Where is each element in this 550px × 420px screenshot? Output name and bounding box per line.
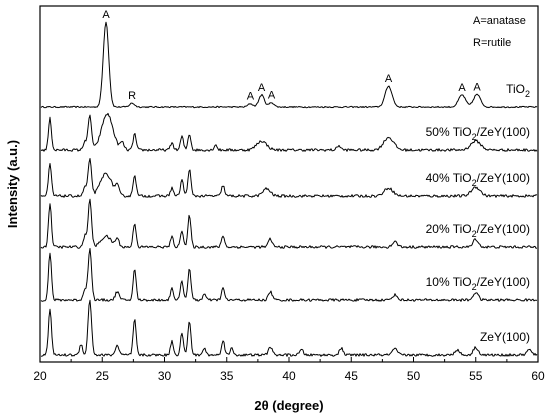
series-line-5 [40,299,538,357]
peak-label-6: A [458,82,466,94]
x-axis-title: 2θ (degree) [254,398,323,413]
x-tick-label-0: 20 [33,369,47,383]
series-labels: TiO2 50% TiO2/ZeY(100) 40% TiO2/ZeY(100) 20… [426,82,530,344]
series-label-3: 20% TiO2/ZeY(100) [426,222,530,239]
peak-label-0: A [102,9,110,21]
series-group [40,21,538,357]
series-label-2: 40% TiO2/ZeY(100) [426,171,530,188]
legend-anatase: A=anatase [473,15,526,27]
peak-label-4: A [268,90,276,102]
x-tick-label-7: 55 [469,369,483,383]
legend-box: A=anatase R=rutile [473,15,526,49]
x-tick-label-1: 25 [96,369,110,383]
x-tick-label-2: 30 [158,369,172,383]
peak-label-7: A [473,81,481,93]
peak-label-1: R [128,90,136,102]
peak-label-5: A [385,73,393,85]
y-axis-title: Intensity (a.u.) [5,140,20,228]
series-label-4: 10% TiO2/ZeY(100) [426,275,530,292]
x-tick-label-5: 45 [345,369,359,383]
peak-label-2: A [247,91,255,103]
x-tick-label-3: 35 [220,369,234,383]
legend-rutile: R=rutile [473,37,511,49]
x-axis-ticks: 20 25 30 35 40 45 50 55 60 [33,357,545,383]
series-label-0: TiO2 [506,82,530,99]
series-line-0 [40,21,538,109]
series-label-1: 50% TiO2/ZeY(100) [426,125,530,142]
series-line-2 [40,158,538,198]
series-line-4 [40,248,538,302]
series-line-1 [40,112,538,152]
x-tick-label-4: 40 [282,369,296,383]
peak-label-3: A [258,82,266,94]
series-label-5: ZeY(100) [480,330,530,344]
series-line-3 [40,198,538,249]
x-tick-label-8: 60 [531,369,545,383]
x-tick-label-6: 50 [407,369,421,383]
